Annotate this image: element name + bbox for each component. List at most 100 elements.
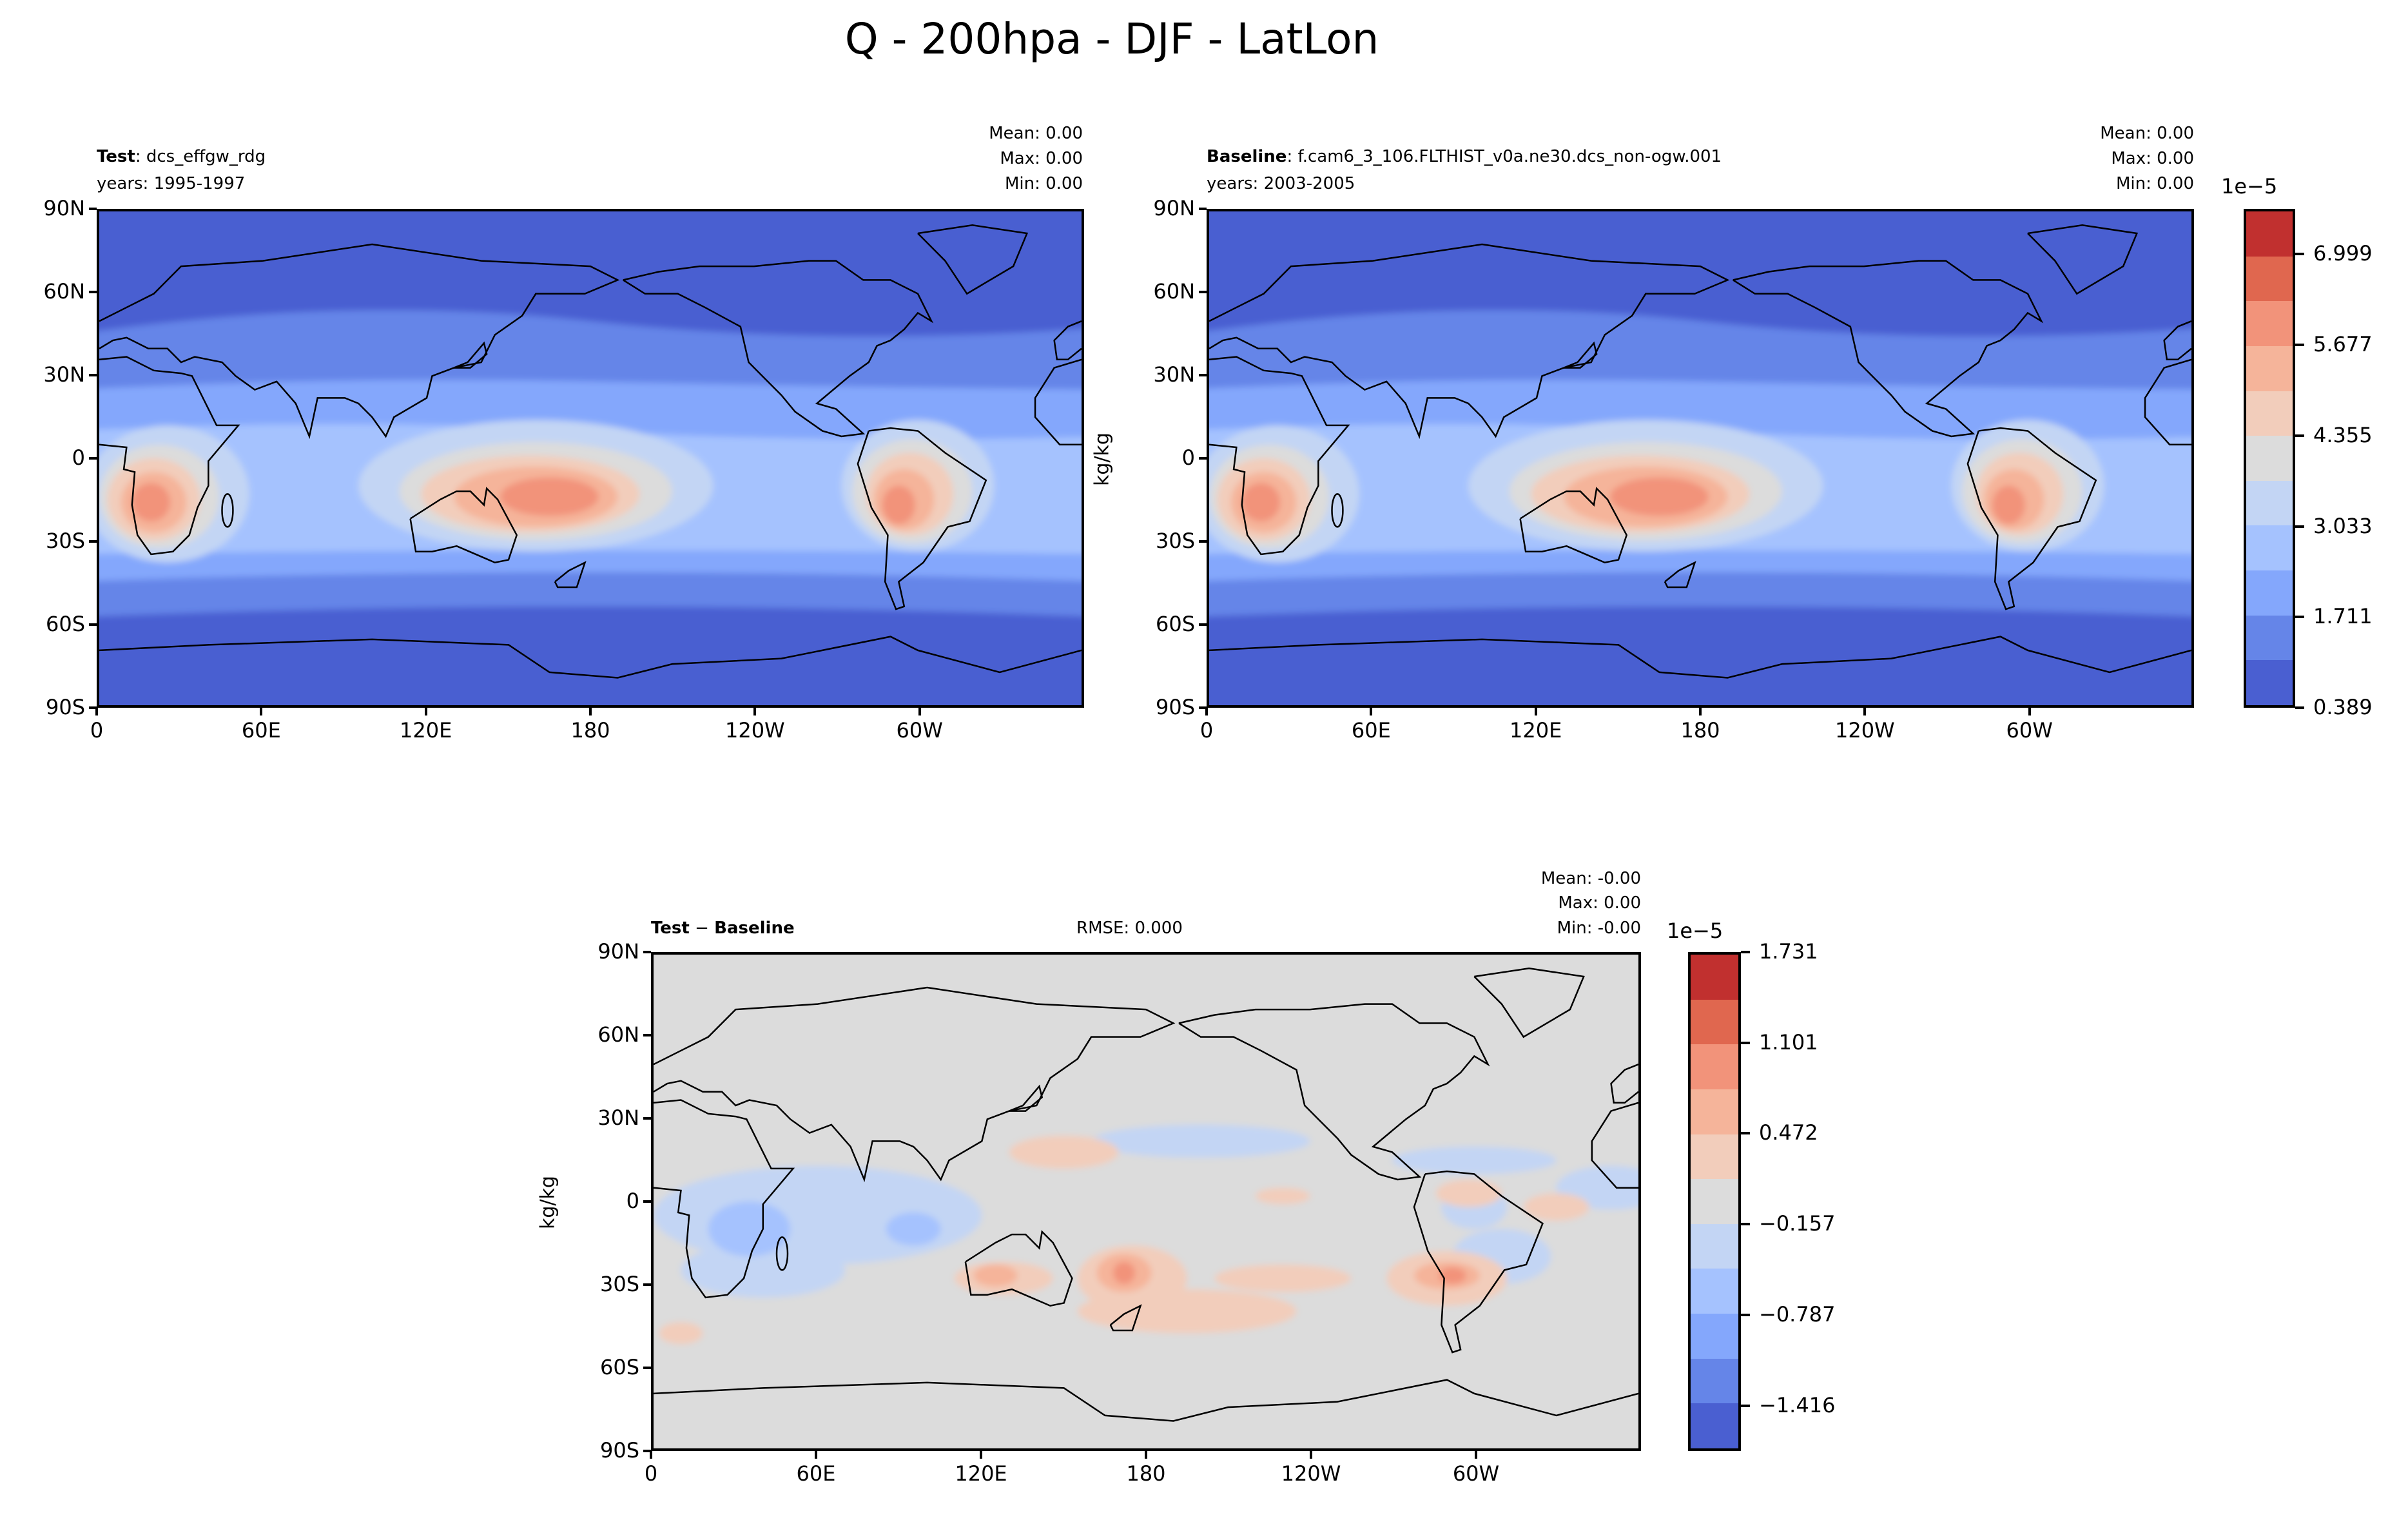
map-svg	[654, 955, 1638, 1448]
colorbar-tick-mark	[1741, 1223, 1750, 1226]
x-tick-label: 0	[1199, 718, 1214, 743]
x-tick-label: 180	[570, 718, 610, 743]
panel2-label: Baseline: f.cam6_3_106.FLTHIST_v0a.ne30.…	[1207, 147, 1722, 166]
colorbar-tick-mark	[2295, 525, 2304, 528]
colorbar-tick-mark	[1741, 1404, 1750, 1407]
x-tick-label: 180	[1126, 1461, 1166, 1486]
contour-fill	[654, 955, 1638, 1448]
contour-fill	[1209, 211, 2191, 705]
y-tick-label: 0	[626, 1189, 639, 1213]
contour-level-4	[1091, 1124, 1310, 1158]
y-tick-mark	[643, 1367, 651, 1369]
colorbar-band	[2246, 301, 2293, 346]
colorbar-tick-label: 1.101	[1759, 1029, 1818, 1055]
colorbar-tick-mark	[1741, 951, 1750, 953]
panel3-mean: Mean: -0.00	[1540, 869, 1641, 888]
y-tick-mark	[1199, 291, 1207, 293]
panel2-ylabel: kg/kg	[1091, 433, 1114, 486]
coastline-australia	[411, 489, 517, 563]
panel3-ylabel: kg/kg	[536, 1176, 559, 1229]
colorbar2	[1688, 952, 1741, 1451]
coastline-eurasia	[1209, 244, 1727, 436]
x-tick-mark	[1310, 1451, 1312, 1459]
y-tick-label: 60N	[43, 279, 85, 304]
contour-level-8	[1992, 485, 2025, 525]
y-tick-label: 90N	[597, 939, 639, 964]
panel1-label-case: : dcs_effgw_rdg	[135, 147, 266, 166]
y-tick-mark	[89, 457, 97, 460]
coastline-japan	[454, 343, 487, 367]
y-tick-mark	[1199, 540, 1207, 543]
colorbar-tick-mark	[2295, 434, 2304, 437]
coastline-antarctica	[654, 1380, 1638, 1421]
coastline-madagascar	[777, 1237, 788, 1270]
coastline-greenland	[918, 225, 1027, 293]
contour-level-6	[1009, 1135, 1119, 1169]
contour-level-6	[1255, 1187, 1310, 1205]
colorbar-tick-mark	[2295, 706, 2304, 709]
y-tick-mark	[643, 951, 651, 953]
x-tick-mark	[1534, 708, 1537, 715]
colorbar-tick-label: 6.999	[2313, 241, 2373, 266]
panel1-min: Min: 0.00	[1004, 174, 1083, 193]
y-tick-mark	[1199, 706, 1207, 709]
coastline-africa-west	[1592, 1103, 1638, 1188]
coastline-japan	[1009, 1086, 1042, 1111]
x-tick-mark	[1699, 708, 1702, 715]
coastlines	[99, 225, 1082, 677]
panel2-max: Max: 0.00	[2111, 149, 2194, 168]
x-tick-mark	[1370, 708, 1373, 715]
colorbar-tick-label: 5.677	[2313, 332, 2373, 357]
panel3-label-minus: −	[689, 919, 715, 938]
x-tick-mark	[815, 1451, 817, 1459]
colorbar-band	[1691, 1223, 1738, 1269]
coastline-europe-west	[1054, 321, 1082, 360]
colorbar-band	[2246, 345, 2293, 391]
colorbar-tick-label: 4.355	[2313, 422, 2373, 447]
x-tick-label: 60W	[1452, 1461, 1500, 1486]
x-tick-mark	[1205, 708, 1208, 715]
x-tick-mark	[260, 708, 263, 715]
x-tick-mark	[980, 1451, 982, 1459]
y-tick-label: 90S	[45, 695, 85, 719]
figure-title: Q - 200hpa - DJF - LatLon	[844, 14, 1379, 64]
colorbar-band	[2246, 480, 2293, 526]
contour-level-3	[886, 1212, 941, 1246]
x-tick-label: 0	[644, 1461, 658, 1486]
coastline-africa	[99, 357, 238, 554]
colorbar-band	[2246, 256, 2293, 302]
colorbar-band	[1691, 955, 1738, 1000]
y-tick-mark	[1199, 623, 1207, 626]
colorbar-band	[1691, 1044, 1738, 1089]
contour-level-8	[1113, 1261, 1136, 1284]
x-tick-mark	[1475, 1451, 1477, 1459]
panel3-max: Max: 0.00	[1558, 893, 1641, 913]
y-tick-label: 0	[72, 445, 85, 470]
colorbar-band	[1691, 1089, 1738, 1134]
coastline-japan	[1564, 343, 1597, 367]
x-tick-mark	[918, 708, 921, 715]
panel1-years: years: 1995-1997	[97, 174, 246, 193]
colorbar1	[2244, 209, 2295, 708]
colorbar-band	[1691, 999, 1738, 1045]
coastline-north-america	[623, 261, 931, 436]
y-tick-mark	[89, 291, 97, 293]
y-tick-mark	[89, 623, 97, 626]
colorbar-tick-label: 3.033	[2313, 513, 2373, 538]
y-tick-mark	[643, 1450, 651, 1452]
contour-level-6	[1523, 1193, 1589, 1221]
colorbar-tick-label: −0.787	[1759, 1301, 1836, 1327]
colorbar-tick-label: 1.731	[1759, 939, 1818, 964]
colorbar-tick-mark	[1741, 1132, 1750, 1135]
x-tick-label: 60W	[896, 718, 943, 743]
coastline-africa-west	[2145, 360, 2191, 445]
x-tick-label: 60E	[1351, 718, 1391, 743]
colorbar-band	[1691, 1134, 1738, 1180]
y-tick-mark	[89, 374, 97, 376]
x-tick-mark	[753, 708, 757, 715]
contour-level-6	[659, 1322, 703, 1345]
coastline-madagascar	[222, 494, 233, 527]
map-svg	[99, 211, 1082, 705]
x-tick-mark	[589, 708, 592, 715]
contour-level-8	[500, 477, 599, 516]
